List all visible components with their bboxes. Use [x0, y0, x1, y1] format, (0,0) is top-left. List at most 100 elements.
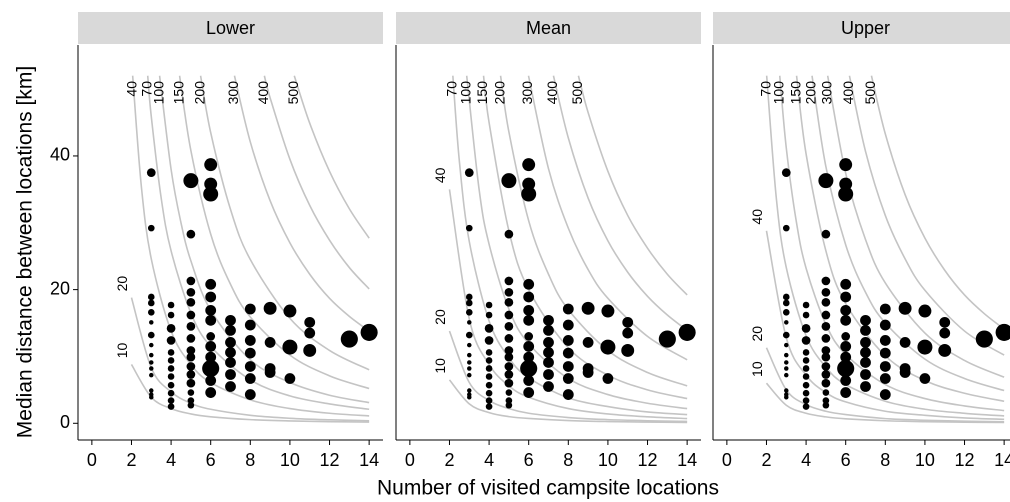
- contour-line: [263, 75, 370, 290]
- point: [465, 224, 473, 232]
- point: [485, 389, 493, 397]
- point: [782, 309, 790, 316]
- point: [840, 375, 852, 386]
- point: [562, 303, 574, 315]
- point: [582, 337, 594, 348]
- point: [304, 316, 316, 328]
- x-tick-label: 4: [801, 450, 811, 470]
- point: [186, 352, 196, 362]
- point: [282, 339, 298, 355]
- point: [504, 229, 514, 239]
- point: [802, 403, 810, 410]
- point: [821, 322, 831, 331]
- x-tick-label: 0: [87, 450, 97, 470]
- point: [821, 287, 831, 297]
- point: [821, 362, 831, 371]
- x-tick-label: 6: [206, 450, 216, 470]
- point: [523, 341, 535, 352]
- point: [504, 352, 514, 362]
- point: [187, 397, 195, 404]
- point: [879, 319, 891, 331]
- point: [167, 311, 175, 319]
- point: [244, 389, 256, 400]
- point: [149, 394, 154, 400]
- point: [879, 389, 891, 400]
- point: [802, 373, 810, 380]
- point: [939, 316, 951, 328]
- contour-label: 100: [457, 81, 473, 105]
- point: [802, 349, 810, 356]
- contour-label: 100: [770, 81, 786, 105]
- point: [581, 301, 595, 315]
- point: [186, 276, 196, 286]
- point: [543, 324, 554, 336]
- point: [186, 287, 196, 297]
- point: [504, 276, 514, 286]
- contour-line: [465, 75, 688, 410]
- x-tick-label: 12: [638, 450, 658, 470]
- point: [167, 365, 175, 372]
- point: [504, 297, 514, 307]
- point: [784, 352, 789, 358]
- point: [600, 339, 616, 355]
- x-tick-label: 0: [405, 450, 415, 470]
- contour-label: 400: [544, 81, 560, 105]
- x-tick-label: 8: [245, 450, 255, 470]
- point: [167, 357, 175, 364]
- point: [464, 168, 474, 178]
- point: [504, 378, 514, 388]
- point: [467, 352, 472, 358]
- point: [523, 304, 535, 316]
- point: [837, 359, 855, 378]
- contour-label: 40: [749, 209, 765, 225]
- contour-line: [448, 379, 688, 424]
- x-tick-label: 6: [841, 450, 851, 470]
- point: [505, 401, 513, 409]
- point: [183, 173, 199, 189]
- strip-background: [396, 12, 701, 44]
- point: [484, 336, 494, 345]
- point: [504, 362, 514, 371]
- contour-line: [527, 75, 688, 361]
- point: [186, 229, 196, 239]
- point: [205, 387, 217, 398]
- point: [225, 347, 236, 358]
- point: [818, 173, 834, 189]
- point: [562, 319, 574, 331]
- x-tick-label: 10: [598, 450, 618, 470]
- point: [899, 367, 911, 378]
- x-tick-label: 12: [955, 450, 975, 470]
- point: [186, 297, 196, 307]
- x-tick-label: 10: [915, 450, 935, 470]
- point: [465, 309, 473, 316]
- point: [543, 337, 554, 348]
- contour-label: 150: [170, 81, 186, 105]
- x-tick-label: 8: [880, 450, 890, 470]
- panel-title: Upper: [841, 18, 890, 38]
- point: [840, 291, 852, 303]
- contour-label: 100: [150, 81, 166, 105]
- contour-label: 70: [138, 81, 154, 97]
- point: [995, 323, 1010, 341]
- point: [149, 320, 154, 325]
- point: [784, 388, 789, 393]
- point: [149, 372, 154, 378]
- point: [504, 346, 514, 355]
- contour-line: [765, 347, 1005, 423]
- point: [206, 332, 216, 341]
- point: [521, 186, 537, 202]
- point: [860, 314, 871, 326]
- point: [225, 357, 236, 368]
- point: [523, 291, 535, 303]
- point: [821, 352, 831, 362]
- point: [562, 361, 574, 372]
- point: [340, 330, 358, 348]
- point: [505, 389, 513, 396]
- point: [244, 303, 256, 315]
- point: [782, 299, 790, 307]
- point: [485, 403, 493, 410]
- point: [523, 387, 535, 398]
- point: [225, 369, 236, 380]
- point: [467, 388, 472, 393]
- contour-line: [482, 75, 688, 400]
